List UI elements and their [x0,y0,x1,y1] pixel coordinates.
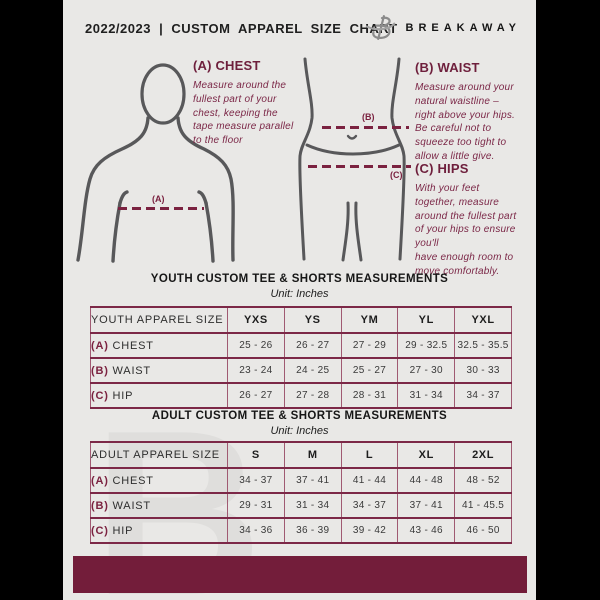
page-title: 2022/2023 | CUSTOM APPAREL SIZE CHART [85,21,398,36]
waist-instruction-text: Measure around your natural waistline – … [415,82,516,162]
row-prefix: (B) [91,499,109,512]
cell-value: 37 - 41 [283,467,342,494]
adult-size-table: ADULT APPAREL SIZE S M L XL 2XL (A) CHES… [90,441,512,544]
table-row: (A) CHEST 25 - 26 26 - 27 27 - 29 29 - 3… [90,332,512,359]
row-prefix: (C) [91,524,109,537]
cell-value: 41 - 44 [340,467,399,494]
size-header-yl: YL [397,306,456,334]
chest-instruction: (A) CHEST Measure around the fullest par… [193,58,313,148]
cell-value: 34 - 37 [340,492,399,519]
hips-instruction-text: With your feet together, measure around … [415,183,517,277]
chest-marker-label: (A) [152,194,165,204]
size-header-s: S [227,441,285,469]
youth-chest-row-label: (A) CHEST [90,332,228,359]
cell-value: 30 - 33 [454,357,512,384]
youth-table-header-row: YOUTH APPAREL SIZE YXS YS YM YL YXL [90,306,512,334]
hips-instruction: (C) HIPS With your feet together, measur… [415,161,536,279]
table-row: (B) WAIST 29 - 31 31 - 34 34 - 37 37 - 4… [90,492,512,519]
cell-value: 23 - 24 [227,357,285,384]
cell-value: 31 - 34 [397,382,456,409]
row-label: HIP [112,389,134,402]
chest-instruction-text: Measure around the fullest part of your … [193,80,294,147]
size-header-2xl: 2XL [454,441,512,469]
cell-value: 31 - 34 [283,492,342,519]
cell-value: 36 - 39 [283,517,342,544]
table-row: (B) WAIST 23 - 24 24 - 25 25 - 27 27 - 3… [90,357,512,384]
chest-instruction-heading: (A) CHEST [193,58,261,73]
row-label: WAIST [112,364,151,377]
row-prefix: (A) [91,474,109,487]
youth-table-title: YOUTH CUSTOM TEE & SHORTS MEASUREMENTS [150,273,449,285]
cell-value: 25 - 26 [227,332,285,359]
size-header-xl: XL [397,441,456,469]
cell-value: 25 - 27 [340,357,399,384]
adult-table-title: ADULT CUSTOM TEE & SHORTS MEASUREMENTS [151,410,448,422]
adult-waist-row-label: (B) WAIST [90,492,228,519]
adult-table-unit: Unit: Inches [270,425,329,437]
row-label: WAIST [112,499,151,512]
row-prefix: (B) [91,364,109,377]
cell-value: 24 - 25 [283,357,342,384]
row-prefix: (A) [91,339,109,352]
table-row: (C) HIP 26 - 27 27 - 28 28 - 31 31 - 34 … [90,382,512,409]
footer-accent-bar [73,556,527,593]
row-label: CHEST [112,474,154,487]
cell-value: 26 - 27 [283,332,342,359]
cell-value: 43 - 46 [397,517,456,544]
hips-marker-label: (C) [390,170,403,180]
cell-value: 27 - 28 [283,382,342,409]
brand-lockup: BREAKAWAY [365,14,522,41]
cell-value: 28 - 31 [340,382,399,409]
youth-size-column-header: YOUTH APPAREL SIZE [90,306,228,334]
size-header-yxs: YXS [227,306,285,334]
cell-value: 29 - 31 [227,492,285,519]
cell-value: 34 - 36 [227,517,285,544]
cell-value: 27 - 29 [340,332,399,359]
size-header-l: L [340,441,399,469]
size-chart-document: B 2022/2023 | CUSTOM APPAREL SIZE CHART … [63,0,536,600]
adult-size-column-header: ADULT APPAREL SIZE [90,441,228,469]
row-label: HIP [112,524,134,537]
waist-instruction-heading: (B) WAIST [415,60,480,75]
size-header-ym: YM [340,306,399,334]
breakaway-logo-icon [365,14,399,41]
waist-hips-figure-illustration [293,53,413,263]
cell-value: 32.5 - 35.5 [454,332,512,359]
waist-instruction: (B) WAIST Measure around your natural wa… [415,60,536,164]
hips-measure-line [308,165,411,168]
chest-figure-illustration [63,63,243,263]
cell-value: 37 - 41 [397,492,456,519]
youth-waist-row-label: (B) WAIST [90,357,228,384]
cell-value: 48 - 52 [454,467,512,494]
cell-value: 44 - 48 [397,467,456,494]
cell-value: 46 - 50 [454,517,512,544]
waist-measure-line [322,126,409,129]
waist-marker-label: (B) [362,112,375,122]
cell-value: 26 - 27 [227,382,285,409]
adult-table-header-row: ADULT APPAREL SIZE S M L XL 2XL [90,441,512,469]
cell-value: 34 - 37 [227,467,285,494]
size-header-yxl: YXL [454,306,512,334]
hips-instruction-heading: (C) HIPS [415,161,469,176]
brand-name: BREAKAWAY [405,21,521,34]
cell-value: 39 - 42 [340,517,399,544]
size-header-ys: YS [283,306,342,334]
adult-chest-row-label: (A) CHEST [90,467,228,494]
cell-value: 27 - 30 [397,357,456,384]
youth-table-unit: Unit: Inches [270,288,329,300]
cell-value: 34 - 37 [454,382,512,409]
chest-measure-line [118,207,204,210]
cell-value: 29 - 32.5 [397,332,456,359]
youth-hip-row-label: (C) HIP [90,382,228,409]
row-label: CHEST [112,339,154,352]
table-row: (C) HIP 34 - 36 36 - 39 39 - 42 43 - 46 … [90,517,512,544]
cell-value: 41 - 45.5 [454,492,512,519]
size-header-m: M [283,441,342,469]
youth-size-table: YOUTH APPAREL SIZE YXS YS YM YL YXL (A) … [90,306,512,409]
adult-hip-row-label: (C) HIP [90,517,228,544]
row-prefix: (C) [91,389,109,402]
table-row: (A) CHEST 34 - 37 37 - 41 41 - 44 44 - 4… [90,467,512,494]
